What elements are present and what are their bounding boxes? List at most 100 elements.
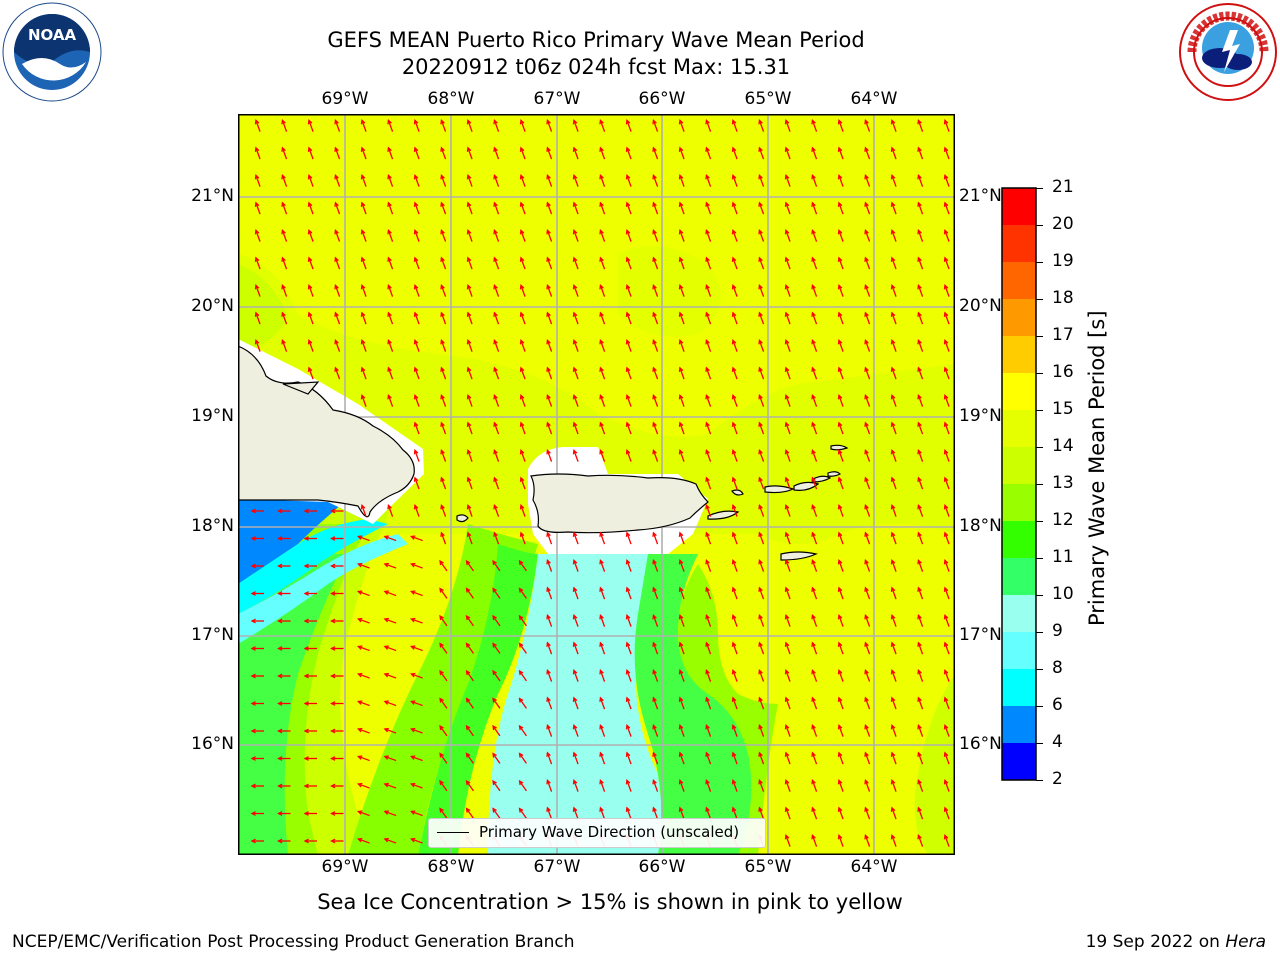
wave-arrow <box>255 202 261 215</box>
wave-arrow-head <box>784 669 790 675</box>
wave-arrow-head <box>811 641 816 647</box>
wave-arrow-head <box>758 641 763 647</box>
wave-arrow-head <box>518 779 524 786</box>
wave-arrow <box>308 202 314 215</box>
wave-arrow <box>891 367 897 380</box>
wave-arrow-head <box>731 421 737 427</box>
wave-arrow-head <box>811 834 816 840</box>
wave-arrow-head <box>890 366 896 372</box>
wave-arrow <box>599 202 606 215</box>
wave-arrow <box>493 202 500 215</box>
wave-arrow <box>838 175 844 187</box>
wave-arrow <box>758 532 765 545</box>
wave-arrow <box>944 367 950 380</box>
wave-arrow-head <box>678 586 684 592</box>
wave-arrow <box>599 312 606 325</box>
wave-arrow <box>573 532 579 545</box>
wave-arrow-head <box>254 146 260 152</box>
wave-arrow-head <box>917 201 922 207</box>
wave-arrow-head <box>890 669 896 675</box>
wave-arrow-head <box>303 701 309 706</box>
wave-arrow-head <box>758 586 763 592</box>
wave-arrow-head <box>466 421 472 427</box>
colorbar-tick <box>1036 558 1043 559</box>
wave-arrow-head <box>303 536 309 541</box>
wave-arrow-head <box>678 696 684 702</box>
wave-arrow <box>785 532 791 545</box>
wave-arrow-head <box>465 724 471 731</box>
wave-arrow <box>573 340 579 352</box>
wave-arrow <box>758 752 765 765</box>
wave-arrow <box>944 422 950 435</box>
wave-arrow <box>838 477 844 490</box>
colorbar-tick-label: 14 <box>1052 436 1074 456</box>
wave-arrow-head <box>705 806 710 812</box>
st-croix-island <box>780 551 818 561</box>
wave-arrow-head <box>330 646 336 651</box>
wave-arrow <box>785 642 791 655</box>
lon-label-top: 69°W <box>321 89 369 109</box>
wave-arrow <box>519 780 527 792</box>
colorbar-cell <box>1002 669 1036 707</box>
wave-arrow-head <box>357 672 363 678</box>
wave-arrow-head <box>864 229 869 235</box>
wave-arrow-head <box>519 311 525 317</box>
wave-arrow-head <box>837 641 843 647</box>
wave-arrow <box>626 312 632 325</box>
wave-arrow <box>864 807 871 820</box>
wave-arrow <box>414 202 420 215</box>
wave-arrow <box>520 175 526 187</box>
wave-arrow-head <box>864 311 869 317</box>
colorbar-cell <box>1002 743 1036 781</box>
wave-arrow-head <box>943 696 949 702</box>
wave-arrow <box>467 312 473 325</box>
wave-arrow-head <box>410 727 416 733</box>
wave-arrow-head <box>678 449 684 455</box>
wave-arrow-head <box>493 394 498 400</box>
wave-arrow <box>891 120 897 132</box>
wave-arrow <box>891 752 897 765</box>
wave-arrow <box>732 642 738 655</box>
wave-arrow <box>358 645 370 652</box>
wave-arrow <box>599 257 606 270</box>
wave-arrow-head <box>519 201 525 207</box>
wave-arrow-head <box>625 311 631 317</box>
wave-arrow-head <box>546 586 551 592</box>
wave-arrow-head <box>546 531 551 537</box>
wave-arrow <box>705 175 712 187</box>
wave-arrow <box>440 257 447 270</box>
wave-arrow <box>255 257 261 270</box>
wave-arrow-head <box>943 779 949 785</box>
lat-label-right: 16°N <box>959 734 1002 754</box>
wave-arrow-head <box>811 696 816 702</box>
wave-arrow-head <box>303 756 309 761</box>
wave-arrow <box>573 422 579 435</box>
wave-arrow-head <box>281 146 286 152</box>
wave-arrow <box>732 780 738 792</box>
wave-arrow-head <box>837 146 843 152</box>
wave-arrow <box>838 230 844 242</box>
wave-arrow <box>864 780 871 792</box>
wave-arrow <box>811 450 818 462</box>
wave-arrow <box>652 697 659 710</box>
wave-arrow <box>573 615 579 627</box>
wave-arrow <box>944 175 950 187</box>
wave-arrow <box>838 532 844 545</box>
wave-arrow <box>467 175 473 187</box>
wave-arrow <box>679 725 685 737</box>
wave-arrow <box>334 340 341 352</box>
wave-arrow-head <box>410 700 416 705</box>
wave-arrow-head <box>277 811 283 816</box>
wave-arrow <box>520 340 526 352</box>
wave-arrow-head <box>546 614 551 620</box>
wave-arrow <box>944 670 950 682</box>
wave-arrow <box>493 285 500 297</box>
wave-arrow <box>944 395 950 407</box>
wave-arrow-head <box>784 751 790 757</box>
wave-arrow <box>838 587 844 600</box>
wave-arrow-head <box>652 339 657 345</box>
wave-arrow <box>467 120 473 132</box>
wave-arrow <box>891 780 897 792</box>
wave-arrow-head <box>758 504 763 510</box>
wave-arrow-head <box>465 752 471 758</box>
